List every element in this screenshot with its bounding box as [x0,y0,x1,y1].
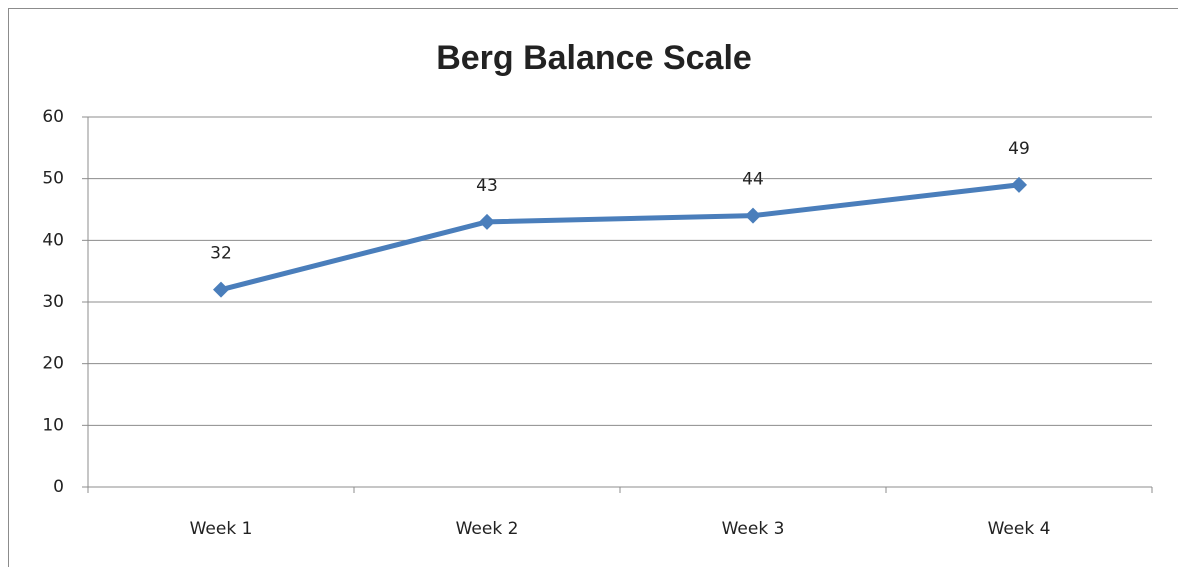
chart-frame [8,8,1178,567]
data-label: 43 [476,176,498,196]
y-tick-label: 20 [42,354,64,374]
marker [1011,176,1027,193]
marker [213,281,229,298]
line [220,182,1020,293]
y-tick-label: 60 [42,107,64,127]
marker [479,213,495,230]
x-tick-label: Week 4 [988,519,1051,539]
x-tick-label: Week 2 [456,519,519,539]
data-label: 44 [742,170,764,190]
y-tick-label: 50 [42,169,64,189]
y-tick-label: 40 [42,230,64,250]
chart-title: Berg Balance Scale [436,39,752,77]
data-label: 32 [210,244,232,264]
x-tick-label: Week 1 [190,519,253,539]
y-tick-label: 30 [42,292,64,312]
data-label: 49 [1008,139,1030,159]
x-tick-label: Week 3 [722,519,785,539]
marker [745,207,761,224]
y-tick-label: 10 [42,415,64,435]
y-tick-label: 0 [53,477,64,497]
